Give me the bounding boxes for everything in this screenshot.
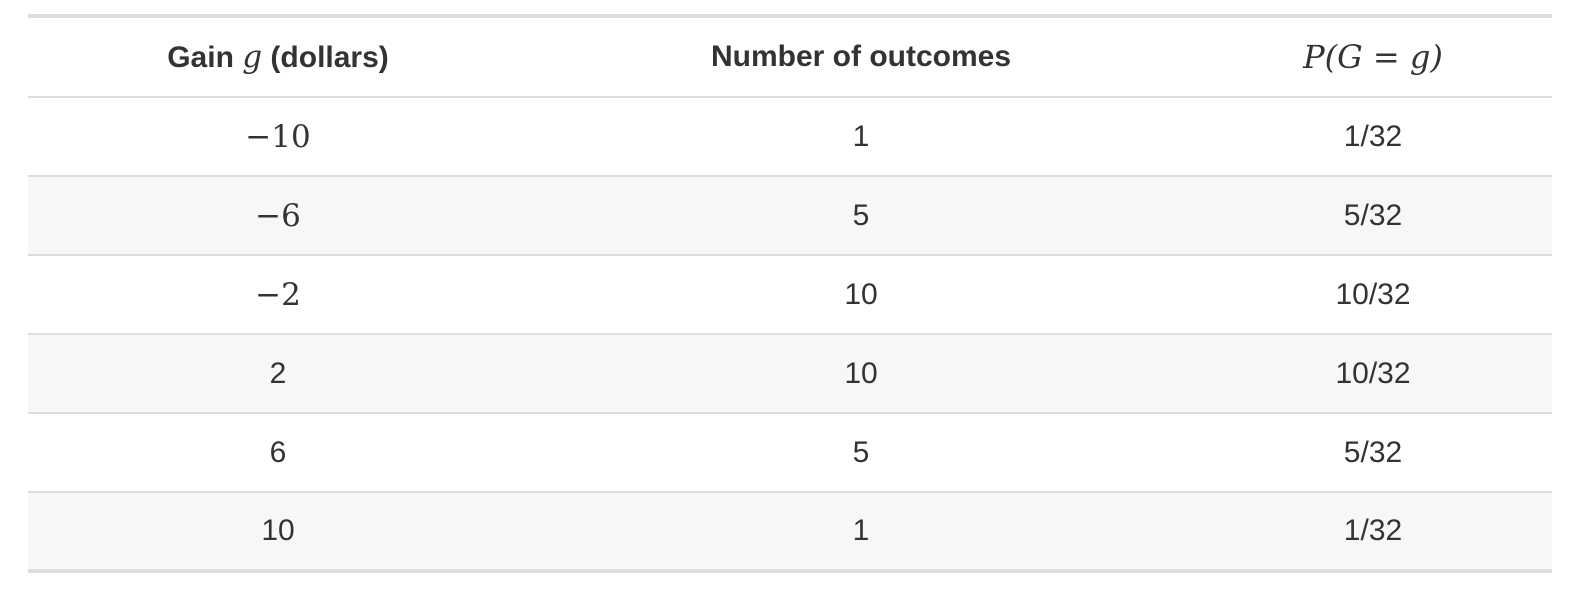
header-gain: Gain g (dollars) <box>28 16 528 97</box>
cell-probability: 5/32 <box>1343 435 1403 469</box>
cell-gain: −6 <box>255 197 301 234</box>
cell-probability: 1/32 <box>1343 514 1403 547</box>
header-gain-prefix: Gain <box>167 41 243 74</box>
cell-outcomes: 1 <box>852 119 870 153</box>
header-gain-variable: g <box>242 39 263 75</box>
header-outcomes: Number of outcomes <box>710 40 1012 73</box>
cell-gain: 2 <box>269 356 287 390</box>
cell-probability: 5/32 <box>1343 198 1403 232</box>
cell-gain: −10 <box>245 118 311 155</box>
cell-outcomes: 10 <box>844 356 878 390</box>
table-row: 6 5 5/32 <box>28 413 1552 492</box>
table-row: −10 1 1/32 <box>28 97 1552 176</box>
cell-probability: 10/32 <box>1335 277 1411 311</box>
cell-outcomes: 5 <box>852 198 870 232</box>
cell-gain: 10 <box>261 514 295 547</box>
table-row: 10 1 1/32 <box>28 492 1552 571</box>
table-row: 2 10 10/32 <box>28 334 1552 413</box>
cell-gain: 6 <box>269 435 287 469</box>
cell-outcomes: 1 <box>852 514 870 547</box>
cell-outcomes: 5 <box>852 435 870 469</box>
cell-probability: 1/32 <box>1343 119 1403 153</box>
header-probability: P(G = g) <box>1303 38 1443 76</box>
header-row: Gain g (dollars) Number of outcomes P(G … <box>28 16 1552 97</box>
probability-table: Gain g (dollars) Number of outcomes P(G … <box>28 14 1552 573</box>
cell-probability: 10/32 <box>1335 356 1411 390</box>
table-body: −10 1 1/32 −6 5 5/32 −2 10 10/32 2 10 10… <box>28 97 1552 571</box>
table-header: Gain g (dollars) Number of outcomes P(G … <box>28 16 1552 97</box>
header-gain-suffix: (dollars) <box>262 41 389 74</box>
table-row: −2 10 10/32 <box>28 255 1552 334</box>
table-row: −6 5 5/32 <box>28 176 1552 255</box>
cell-outcomes: 10 <box>844 277 878 311</box>
probability-table-container: Gain g (dollars) Number of outcomes P(G … <box>28 14 1552 573</box>
cell-gain: −2 <box>255 276 301 313</box>
